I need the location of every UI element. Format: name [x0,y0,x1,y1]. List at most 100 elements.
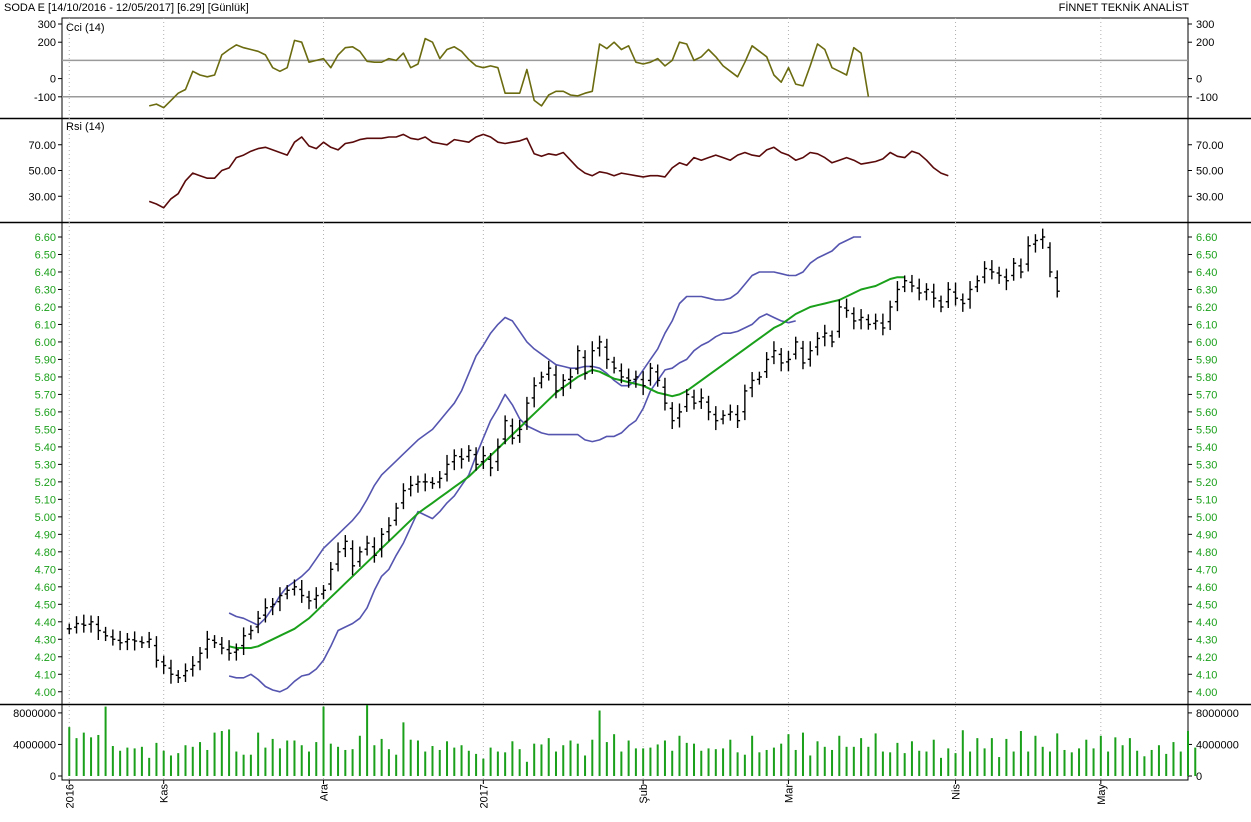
volume-bar [1179,751,1182,776]
x-tick-label: Şub [638,784,650,804]
price-bar [560,374,566,397]
volume-bar [1092,748,1095,776]
price-tick-label-left: 4.50 [35,599,56,611]
volume-bar [206,749,209,776]
cci-tick-label-right: 200 [1196,37,1214,49]
volume-bar [540,744,543,776]
price-bar [364,535,370,556]
volume-bar [533,743,536,776]
price-tick-label-right: 4.10 [1196,669,1217,681]
price-bar [437,471,443,489]
volume-bar [1157,745,1160,776]
volume-bar [395,754,398,776]
volume-bar [794,749,797,776]
price-bar [1011,257,1017,281]
price-bar [880,313,886,336]
price-tick-label-left: 4.00 [35,687,56,699]
price-bar [996,266,1002,284]
volume-bar [467,750,470,776]
price-bar [204,630,210,659]
price-bar [357,546,363,567]
price-bar [226,640,232,661]
volume-bar [925,751,928,776]
last-price-label: [6.29] [177,2,205,14]
price-tick-label-right: 4.20 [1196,652,1217,664]
volume-bar [271,738,274,776]
price-bar [110,629,116,646]
volume-bar [1194,747,1197,776]
volume-bar [286,740,289,776]
volume-bar [177,753,180,776]
price-bar [597,335,603,357]
volume-bar [678,735,681,776]
price-bar [488,453,494,477]
price-bar [575,345,581,375]
price-bar [800,340,806,370]
bollinger-middle-line [228,276,905,649]
volume-bar [82,732,85,776]
volume-bar [613,734,616,776]
volume-bar [947,748,950,776]
volume-bar [1034,735,1037,776]
volume-bar [249,754,252,776]
price-bar [858,309,864,330]
price-bar [212,635,218,649]
price-bar [931,283,937,308]
volume-bar [337,746,340,776]
price-bar [371,537,377,563]
price-bar [386,517,392,542]
volume-bar [387,749,390,776]
price-tick-label-right: 6.60 [1196,232,1217,244]
price-bar [139,636,145,649]
price-bar [313,587,319,609]
volume-bar [591,739,594,776]
volume-bar [722,748,725,776]
date-range-label: [14/10/2016 - 12/05/2017] [48,2,175,14]
volume-bar [801,732,804,776]
volume-bar [119,750,122,776]
volume-bar [344,749,347,776]
volume-bar [1056,733,1059,776]
volume-bar [228,729,231,776]
volume-bar [104,706,107,776]
price-bar [175,670,181,684]
price-bar [873,313,879,330]
price-bar [640,371,646,396]
price-bar [727,404,733,421]
volume-bar [903,753,906,776]
volume-bar [169,755,172,776]
volume-bar [511,741,514,776]
price-bar [328,561,334,591]
price-bar [502,415,508,445]
volume-bar [976,738,979,776]
cci-panel: 300 300 200 200 0 0 -100 -100 Cci (14) [34,19,1218,109]
price-bar [960,293,966,312]
price-tick-label-right: 6.00 [1196,337,1217,349]
volume-bar [416,740,419,776]
volume-bar [1063,749,1066,776]
price-bar [749,372,755,398]
cci-tick-label-right: -100 [1196,92,1218,104]
price-bar [887,300,893,331]
volume-bar [358,735,361,776]
price-tick-label-right: 5.30 [1196,459,1217,471]
rsi-tick-label-right: 30.00 [1196,191,1224,203]
volume-bar [366,705,369,776]
volume-bar [525,761,528,776]
volume-bar [191,746,194,776]
volume-tick-label-right: 0 [1196,771,1202,783]
volume-bar [380,738,383,776]
volume-bar [867,746,870,776]
price-bar [451,449,457,471]
price-bar [807,341,813,367]
price-bar [95,616,101,640]
price-bar [408,475,414,497]
volume-bar [1172,742,1175,776]
price-tick-label-right: 4.00 [1196,687,1217,699]
volume-bar [751,735,754,776]
volume-bar [264,747,267,776]
price-tick-label-left: 4.10 [35,669,56,681]
chart-frame [61,17,1189,781]
price-bar [626,368,632,388]
